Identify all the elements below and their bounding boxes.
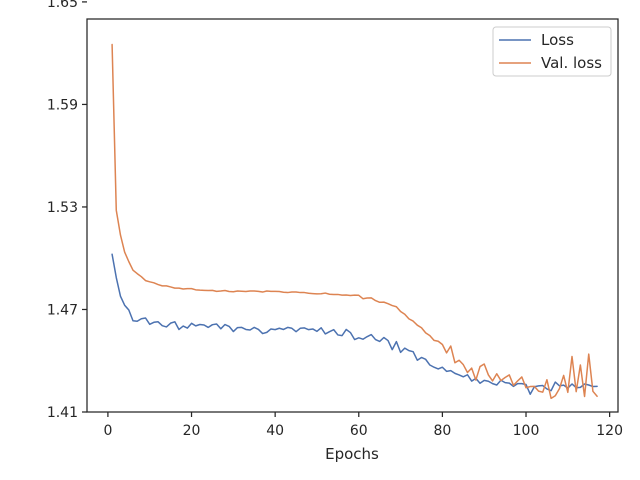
x-tick-label: 40: [266, 423, 284, 439]
x-tick-label: 60: [350, 423, 368, 439]
legend-label-val-loss: Val. loss: [541, 54, 602, 72]
plot-frame: [86, 18, 619, 413]
y-tick-label: 1.65: [47, 0, 78, 11]
x-tick-label: 100: [513, 423, 540, 439]
x-axis-ticks: 0 20 40 60 80 100 120: [103, 412, 623, 439]
series-line-val-loss: [111, 43, 598, 400]
legend-label-loss: Loss: [541, 31, 574, 49]
y-tick-label: 1.41: [47, 405, 78, 421]
x-axis-label: Epochs: [325, 445, 379, 463]
x-tick-label: 20: [183, 423, 201, 439]
y-tick-label: 1.59: [47, 97, 78, 113]
x-tick-label: 80: [433, 423, 451, 439]
series-layer: [111, 43, 598, 400]
y-tick-label: 1.53: [47, 200, 78, 216]
series-line-loss: [111, 253, 598, 395]
y-tick-label: 1.47: [47, 302, 78, 318]
y-axis-ticks: 1.41 1.47 1.53 1.59 1.65: [47, 0, 87, 421]
x-tick-label: 0: [103, 423, 112, 439]
x-tick-label: 120: [596, 423, 623, 439]
legend: Loss Val. loss: [492, 26, 612, 77]
